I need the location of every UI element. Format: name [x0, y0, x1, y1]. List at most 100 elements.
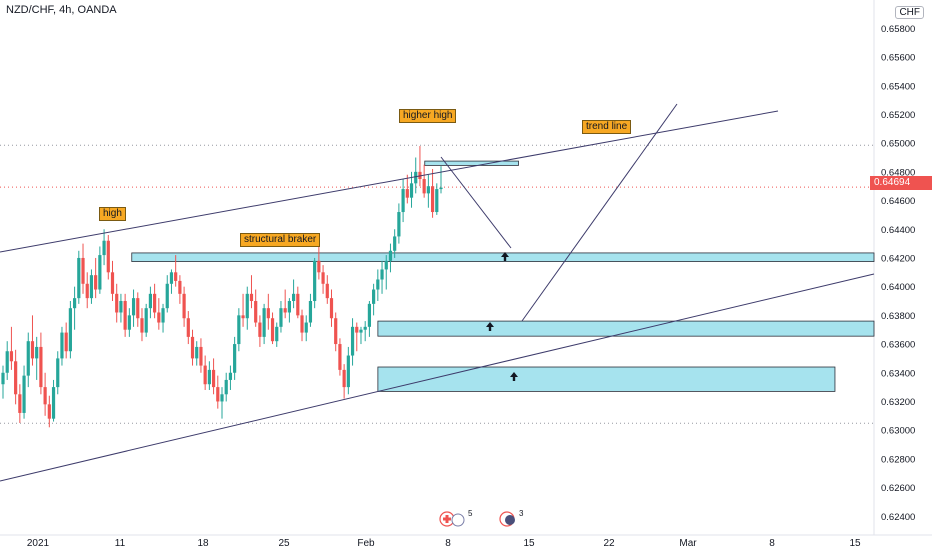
candle-body [98, 255, 102, 290]
candle-body [64, 332, 68, 352]
candle-body [1, 372, 5, 385]
candle-body [43, 387, 47, 405]
candle-body [224, 379, 228, 395]
candle-body [220, 394, 224, 402]
x-tick-label: 25 [278, 538, 290, 549]
candle-body [376, 279, 380, 290]
y-tick-label: 0.65600 [881, 53, 915, 64]
y-tick-label: 0.62400 [881, 512, 915, 523]
candle-body [397, 212, 401, 237]
up-arrow-icon [501, 252, 509, 261]
candle-body [426, 186, 430, 194]
candle-body [355, 326, 359, 333]
candle-body [266, 308, 270, 319]
candle-body [409, 183, 414, 198]
candle-body [136, 298, 140, 319]
candle-body [148, 293, 153, 309]
candle-body [47, 404, 51, 419]
candle-body [77, 257, 81, 299]
candle-body [199, 346, 203, 366]
candle-body [115, 293, 119, 313]
candle-body [414, 171, 418, 184]
event-marker-2[interactable]: 3 [498, 509, 528, 530]
demand-zone [377, 320, 875, 337]
currency-button[interactable]: CHF [895, 6, 924, 19]
candle-body [178, 280, 182, 294]
candle-body [329, 298, 334, 319]
candle-body [102, 240, 106, 256]
candle-body [89, 275, 94, 299]
candle-body [123, 301, 127, 330]
candle-body [81, 257, 85, 284]
event-count: 5 [468, 509, 473, 518]
candle-body [157, 312, 161, 323]
x-tick-label: 15 [523, 538, 535, 549]
candle-body [296, 293, 300, 316]
candle-body [258, 322, 262, 337]
candle-body [439, 187, 443, 190]
candle-body [363, 326, 367, 330]
candle-body [401, 189, 405, 213]
candle-body [22, 375, 26, 413]
x-tick-label: 2021 [27, 538, 50, 549]
symbol-title: NZD/CHF, 4h, OANDA [6, 4, 117, 16]
up-arrow-icon [486, 322, 494, 331]
candle-body [405, 189, 409, 198]
candle-body [39, 346, 43, 388]
candle-body [30, 341, 35, 359]
candle-body [140, 318, 144, 333]
y-tick-label: 0.63200 [881, 397, 915, 408]
candle-body [300, 315, 304, 333]
y-tick-label: 0.65000 [881, 139, 915, 150]
candle-body [430, 186, 435, 213]
y-tick-label: 0.65800 [881, 24, 915, 35]
candle-body [233, 344, 237, 373]
candle-body [291, 293, 296, 302]
demand-zone [424, 160, 519, 166]
lower-channel-line [0, 273, 875, 482]
y-tick-label: 0.63000 [881, 426, 915, 437]
candle-body [127, 315, 131, 330]
candle-body [68, 308, 72, 352]
candle-body [359, 329, 363, 333]
candle-body [14, 361, 18, 395]
demand-zone [131, 252, 875, 262]
candle-body [169, 272, 174, 284]
y-tick-label: 0.63600 [881, 340, 915, 351]
candle-body [186, 318, 190, 337]
candle-body [338, 344, 342, 370]
candle-body [207, 369, 211, 385]
candle-body [228, 372, 233, 380]
candle-body [287, 301, 291, 313]
candle-body [245, 293, 249, 319]
candle-body [51, 387, 56, 419]
x-tick-label: Mar [679, 538, 697, 549]
candle-body [241, 315, 245, 319]
candle-body [174, 272, 178, 281]
candle-body [313, 260, 317, 302]
candle-body [18, 394, 22, 413]
x-tick-label: 11 [115, 538, 126, 549]
x-tick-label: 18 [197, 538, 209, 549]
candle-body [182, 293, 186, 319]
y-tick-label: 0.65400 [881, 81, 915, 92]
candle-body [110, 272, 115, 294]
candle-body [262, 308, 266, 337]
candle-body [350, 326, 355, 356]
candle-body [131, 298, 136, 316]
x-tick-label: 8 [445, 538, 451, 549]
candle-body [153, 293, 157, 313]
candle-body [161, 308, 165, 323]
candle-body [72, 298, 77, 309]
event-count: 3 [519, 509, 524, 518]
candle-body [422, 179, 426, 194]
event-marker-1[interactable]: 5 [438, 509, 473, 530]
candle-body [321, 272, 325, 284]
candle-body [342, 369, 346, 388]
flag-icon [499, 511, 515, 527]
candle-body [367, 303, 372, 327]
candle-body [106, 240, 110, 273]
candle-body [9, 351, 14, 362]
y-tick-label: 0.64000 [881, 282, 915, 293]
